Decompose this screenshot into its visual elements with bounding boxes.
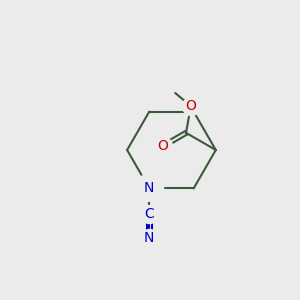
Text: N: N — [144, 232, 154, 245]
Text: O: O — [157, 140, 168, 153]
Text: C: C — [144, 207, 154, 221]
Text: N: N — [144, 182, 154, 195]
Text: O: O — [185, 99, 196, 113]
